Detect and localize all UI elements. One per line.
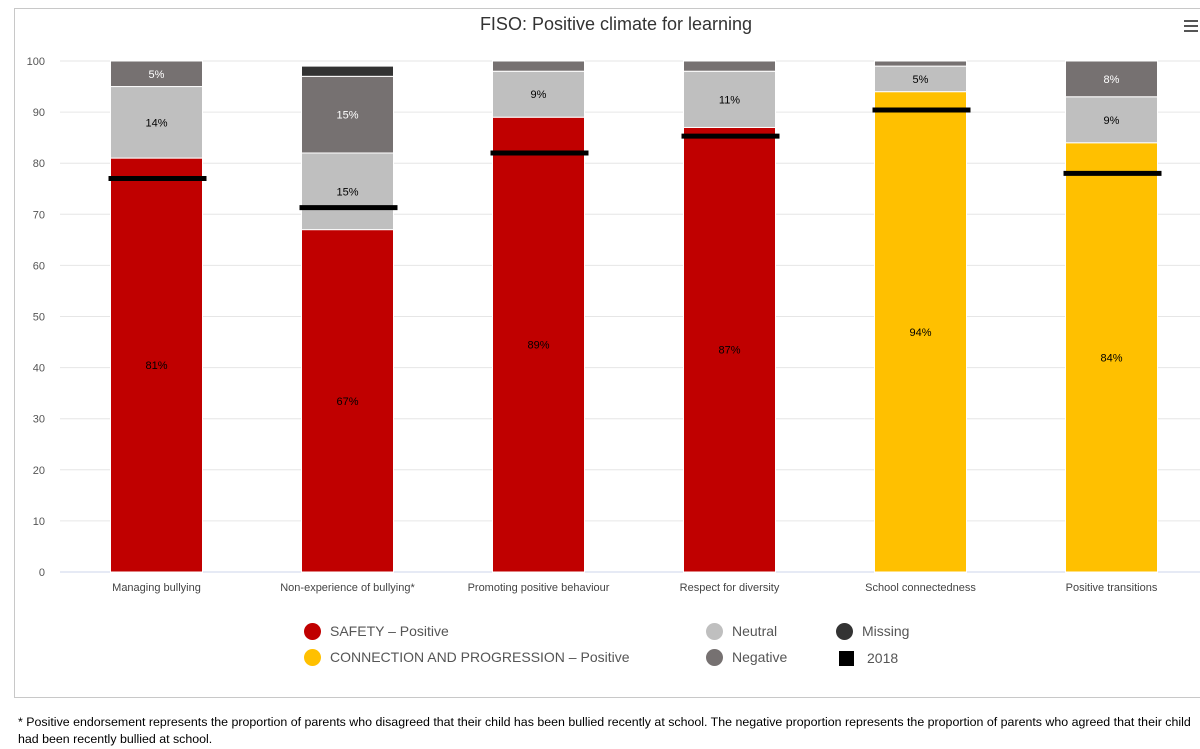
legend-item-neutral[interactable]: Neutral	[706, 621, 777, 641]
y-tick-label: 90	[33, 107, 45, 119]
y-tick-label: 30	[33, 414, 45, 426]
y-tick-label: 70	[33, 209, 45, 221]
bar-positive	[1065, 142, 1158, 573]
data-label: 89%	[527, 340, 549, 352]
legend-label-negative: Negative	[732, 649, 788, 665]
data-label: 8%	[1104, 74, 1120, 86]
data-label: 9%	[1104, 115, 1120, 127]
bar-neutral	[301, 152, 394, 231]
x-tick-label: Promoting positive behaviour	[468, 582, 610, 594]
bar-negative	[301, 75, 394, 154]
legend-item-missing[interactable]: Missing	[836, 621, 909, 641]
chart-plot: 0 10 20 30 40 50 60 70 80 90 100 81% 14% 5% Managing b…	[27, 56, 1200, 594]
y-tick-label: 0	[39, 567, 45, 579]
bar-missing	[301, 65, 394, 77]
y-tick-label: 40	[33, 363, 45, 375]
legend-swatch-neutral	[706, 622, 723, 640]
data-label: 15%	[336, 110, 358, 122]
x-tick-label: Respect for diversity	[680, 582, 780, 594]
bar-negative	[1065, 60, 1158, 98]
data-label: 9%	[531, 89, 547, 101]
data-label: 11%	[719, 94, 740, 106]
legend-swatch-connection	[304, 648, 321, 666]
data-label: 5%	[149, 69, 165, 81]
legend-swatch-safety	[304, 622, 321, 640]
bar-neutral	[683, 70, 776, 128]
data-label: 94%	[909, 327, 931, 339]
legend-label-connection: CONNECTION AND PROGRESSION – Positive	[330, 649, 630, 665]
footnote: * Positive endorsement represents the pr…	[18, 715, 1191, 746]
legend-swatch-missing	[836, 622, 853, 640]
bar-negative	[110, 60, 203, 88]
data-label: 5%	[913, 74, 929, 86]
y-tick-label: 80	[33, 158, 45, 170]
legend-label-safety: SAFETY – Positive	[330, 623, 449, 639]
data-label: 14%	[145, 117, 167, 129]
legend-item-2018[interactable]: 2018	[839, 648, 898, 668]
x-tick-label: Non-experience of bullying*	[280, 582, 415, 594]
bar-positive	[683, 126, 776, 573]
bar-positive	[110, 157, 203, 573]
legend-label-neutral: Neutral	[732, 623, 778, 639]
bar-neutral	[1065, 96, 1158, 144]
bar-negative	[874, 60, 967, 67]
legend-swatch-negative	[706, 648, 723, 666]
y-tick-label: 50	[33, 312, 45, 324]
hamburger-menu-icon[interactable]	[1184, 20, 1198, 34]
y-tick-label: 20	[33, 465, 45, 477]
bar-positive	[492, 116, 585, 573]
y-tick-label: 100	[27, 56, 45, 68]
data-label: 81%	[145, 360, 167, 372]
bar-neutral	[492, 70, 585, 118]
legend-item-safety[interactable]: SAFETY – Positive	[304, 621, 449, 641]
data-label: 67%	[336, 396, 358, 408]
bar-neutral	[110, 86, 203, 159]
legend-item-negative[interactable]: Negative	[706, 647, 787, 667]
legend-label-2018: 2018	[867, 650, 899, 666]
data-label: 84%	[1100, 352, 1122, 364]
bar-negative	[492, 60, 585, 72]
bar-positive	[874, 91, 967, 573]
x-tick-label: Managing bullying	[112, 582, 201, 594]
legend-item-connection[interactable]: CONNECTION AND PROGRESSION – Positive	[304, 647, 630, 667]
bar-neutral	[874, 65, 967, 93]
data-label: 87%	[718, 345, 740, 357]
chart-container	[14, 8, 1200, 698]
bar-negative	[683, 60, 776, 72]
data-label: 15%	[336, 186, 358, 198]
y-tick-label: 10	[33, 516, 45, 528]
legend-label-missing: Missing	[862, 623, 910, 639]
y-tick-label: 60	[33, 260, 45, 272]
chart-title: FISO: Positive climate for learning	[479, 14, 753, 34]
bar-positive	[301, 229, 394, 573]
x-tick-label: Positive transitions	[1066, 582, 1158, 594]
legend-swatch-2018	[839, 650, 854, 666]
x-tick-label: School connectedness	[865, 582, 976, 594]
